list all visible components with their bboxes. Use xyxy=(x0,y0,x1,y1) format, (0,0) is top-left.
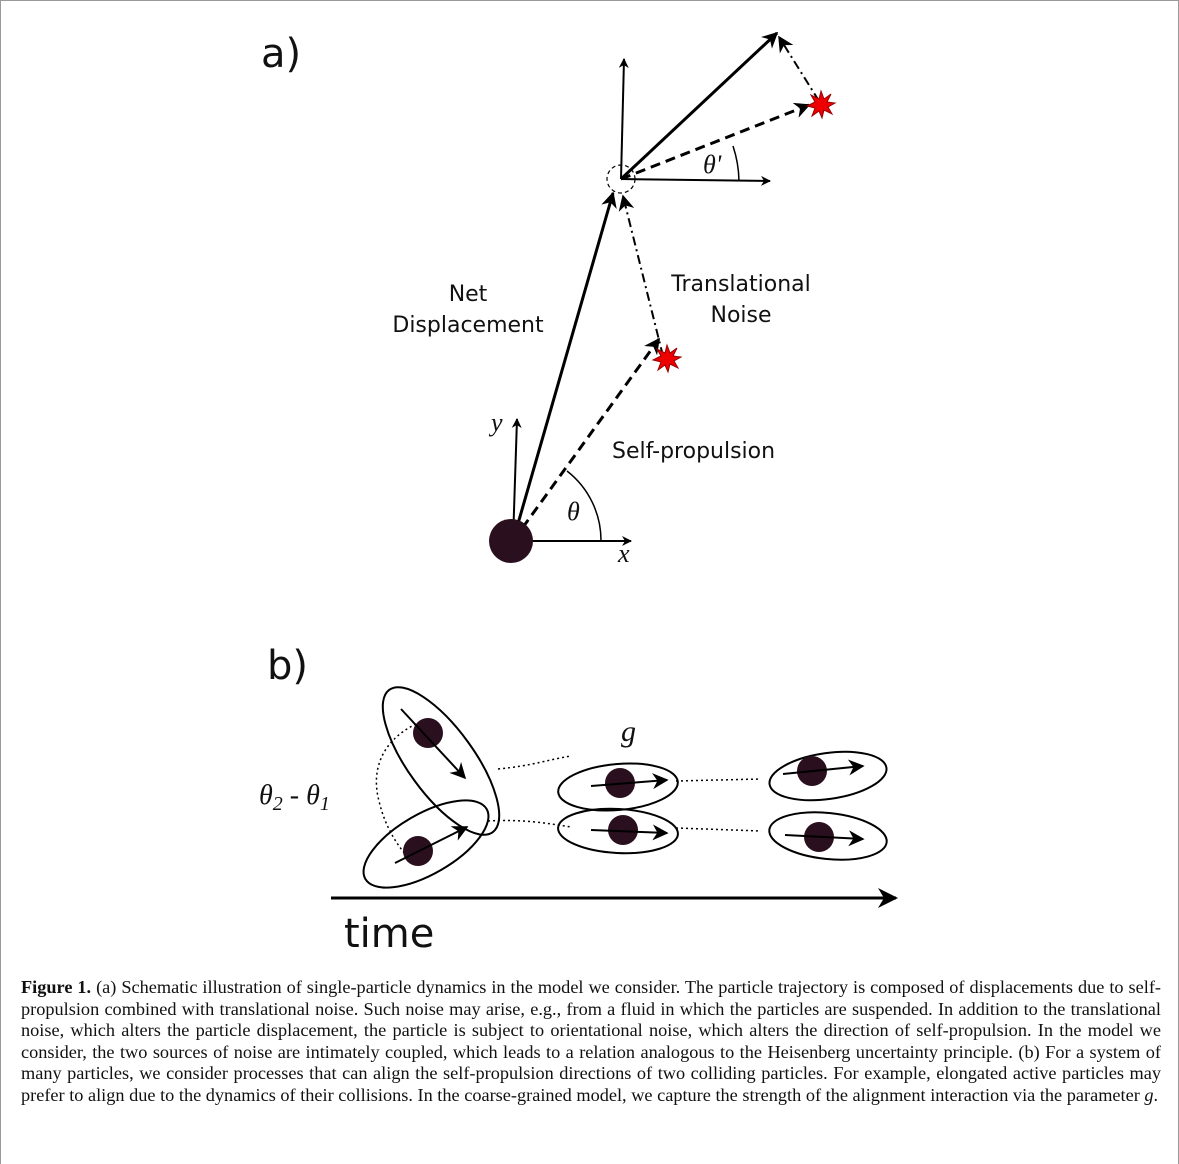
x-axis-2 xyxy=(621,179,770,181)
caption-end: . xyxy=(1154,1085,1159,1105)
particle-ellipse xyxy=(363,670,520,851)
dotted-link xyxy=(498,756,571,769)
panel-b xyxy=(331,670,896,905)
caption-label: Figure 1. xyxy=(21,977,91,997)
label-part: θ xyxy=(259,780,273,811)
caption: Figure 1. (a) Schematic illustration of … xyxy=(21,977,1161,1107)
theta-prime-arc xyxy=(733,146,739,181)
particle xyxy=(489,519,533,563)
label: Displacement xyxy=(392,313,544,338)
axis-label: x xyxy=(617,539,630,568)
diagram: a) Net Displacement Translational Noise … xyxy=(1,1,1178,971)
time-label: time xyxy=(344,911,434,957)
label-part: - θ xyxy=(283,780,320,811)
label: Translational xyxy=(670,272,810,297)
dotted-link xyxy=(676,779,761,781)
net-displacement-arrow xyxy=(513,193,613,541)
angle-diff-label: θ2 - θ1 xyxy=(259,780,330,815)
panel-a-labels: a) Net Displacement Translational Noise … xyxy=(261,31,811,568)
label-part: 1 xyxy=(320,793,330,815)
caption-text: (a) Schematic illustration of single-par… xyxy=(21,977,1161,1105)
label-part: 2 xyxy=(273,793,283,815)
label: Net xyxy=(449,282,488,307)
axis-label: y xyxy=(488,408,503,437)
coupling-label: g xyxy=(621,715,636,748)
panel-b-labels: b) g θ2 - θ1 time xyxy=(259,643,636,957)
figure-page: a) Net Displacement Translational Noise … xyxy=(0,0,1179,1164)
noise-arrow xyxy=(623,196,663,356)
noise-arrow-2 xyxy=(779,37,819,101)
panel-label: a) xyxy=(261,31,301,77)
dotted-link xyxy=(676,828,761,831)
label: Self-propulsion xyxy=(612,439,775,464)
panel-label: b) xyxy=(267,643,308,689)
particle xyxy=(413,718,443,748)
y-axis-2 xyxy=(621,59,624,179)
label: Noise xyxy=(710,303,771,328)
particle-ellipse xyxy=(766,745,889,807)
angle-label: θ xyxy=(567,497,580,526)
panel-a xyxy=(489,33,835,563)
noise-star-2 xyxy=(807,91,835,118)
net-displacement-arrow-2 xyxy=(621,33,777,179)
angle-label: θ' xyxy=(703,150,722,179)
caption-symbol: g xyxy=(1144,1085,1153,1105)
noise-star xyxy=(653,345,681,372)
